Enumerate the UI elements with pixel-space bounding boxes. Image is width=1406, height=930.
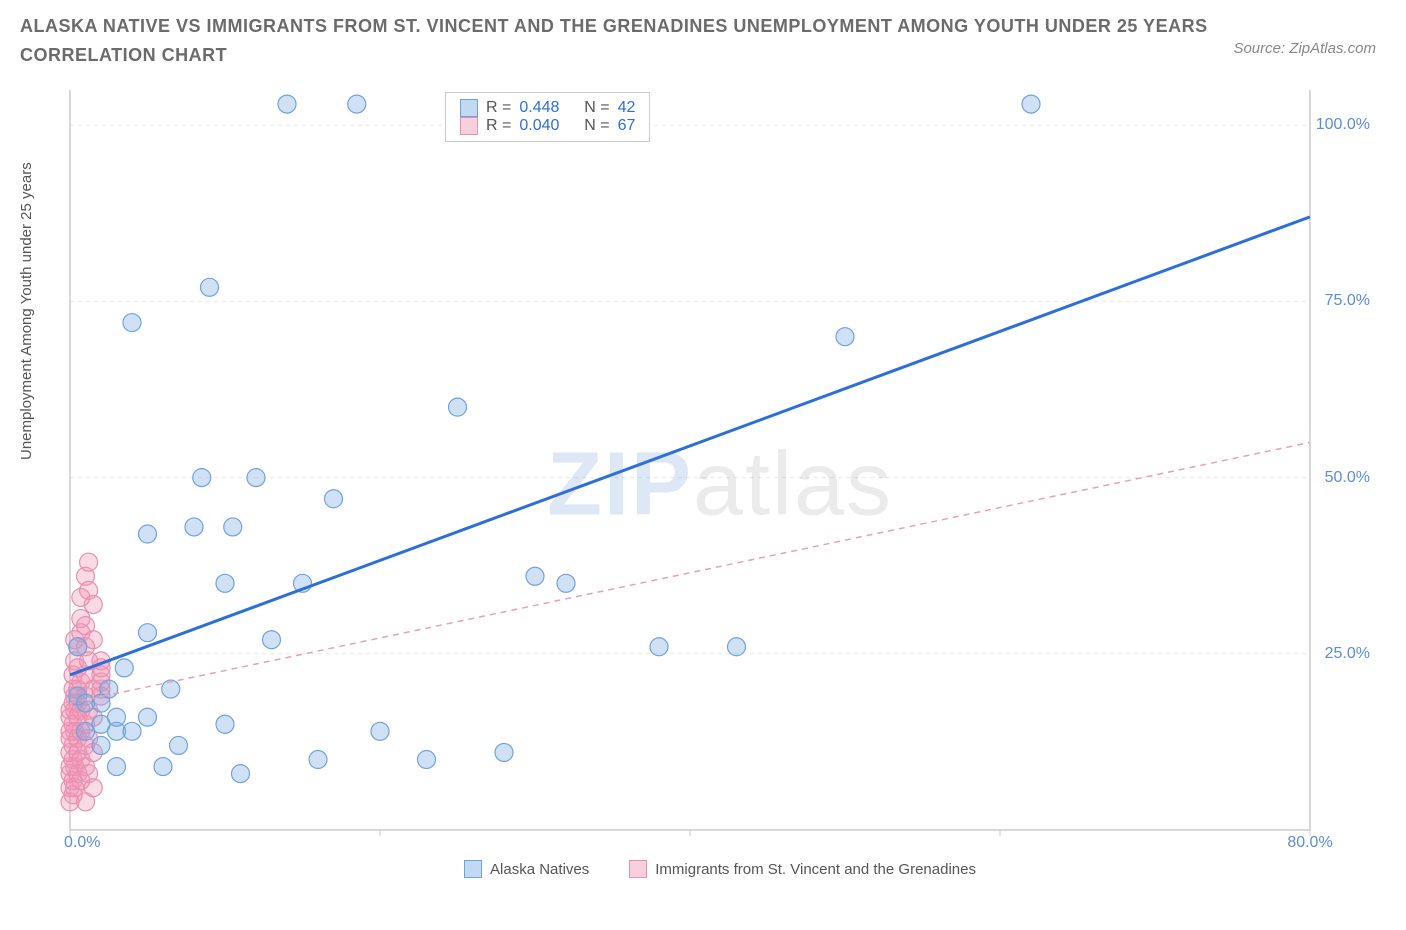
scatter-chart xyxy=(60,90,1380,880)
r-value: 0.448 xyxy=(519,99,559,117)
legend-swatch-blue xyxy=(464,860,482,878)
legend-label: Alaska Natives xyxy=(490,861,589,878)
x-tick-label: 80.0% xyxy=(1287,834,1332,852)
y-tick-label: 75.0% xyxy=(1325,292,1370,310)
legend-row-pink: R = 0.040 N = 67 xyxy=(460,117,635,135)
r-value: 0.040 xyxy=(519,117,559,135)
chart-title-line2: CORRELATION CHART xyxy=(20,41,1386,70)
legend-item-blue: Alaska Natives xyxy=(464,860,589,878)
y-tick-label: 25.0% xyxy=(1325,645,1370,663)
y-axis-label: Unemployment Among Youth under 25 years xyxy=(18,162,35,460)
correlation-legend: R = 0.448 N = 42 R = 0.040 N = 67 xyxy=(445,92,650,142)
r-label: R = xyxy=(486,117,511,135)
source-attribution: Source: ZipAtlas.com xyxy=(1233,40,1376,57)
legend-swatch-pink xyxy=(460,117,478,135)
legend-swatch-pink xyxy=(629,860,647,878)
n-label: N = xyxy=(584,99,609,117)
chart-title-line1: ALASKA NATIVE VS IMMIGRANTS FROM ST. VIN… xyxy=(20,12,1386,41)
n-value: 67 xyxy=(618,117,636,135)
r-label: R = xyxy=(486,99,511,117)
y-tick-label: 50.0% xyxy=(1325,469,1370,487)
n-label: N = xyxy=(584,117,609,135)
chart-header: ALASKA NATIVE VS IMMIGRANTS FROM ST. VIN… xyxy=(0,0,1406,78)
legend-swatch-blue xyxy=(460,99,478,117)
x-tick-label: 0.0% xyxy=(64,834,100,852)
chart-container: ZIPatlas R = 0.448 N = 42 R = 0.040 N = … xyxy=(60,90,1380,880)
legend-label: Immigrants from St. Vincent and the Gren… xyxy=(655,861,976,878)
legend-row-blue: R = 0.448 N = 42 xyxy=(460,99,635,117)
series-legend: Alaska Natives Immigrants from St. Vince… xyxy=(60,860,1380,878)
legend-item-pink: Immigrants from St. Vincent and the Gren… xyxy=(629,860,976,878)
y-tick-label: 100.0% xyxy=(1316,116,1370,134)
n-value: 42 xyxy=(618,99,636,117)
